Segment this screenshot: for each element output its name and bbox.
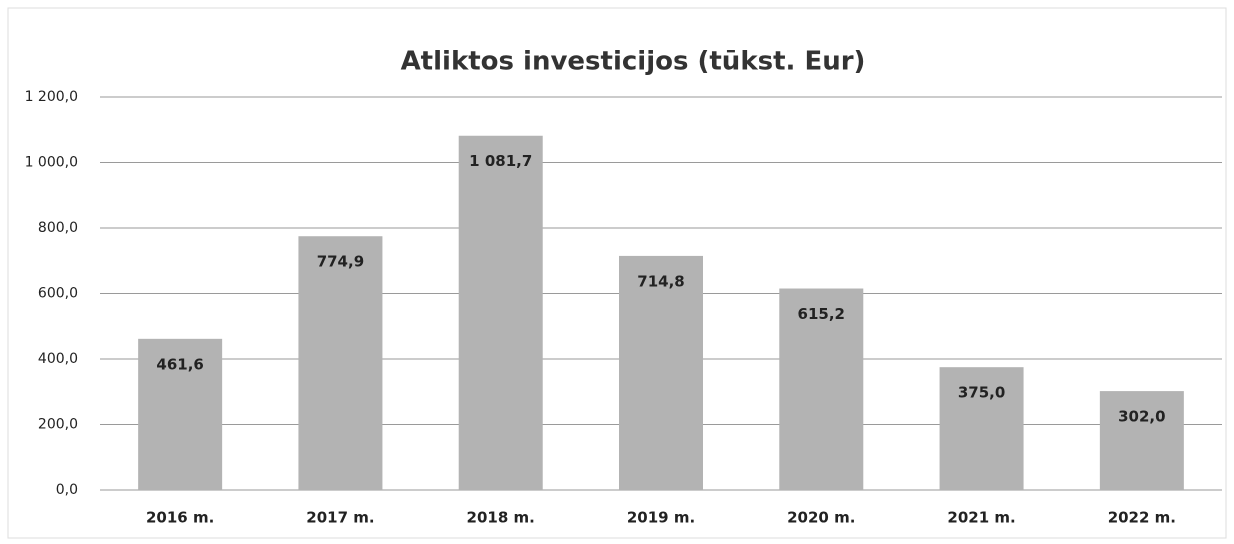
value-label: 615,2 [798,305,845,323]
x-tick-label: 2020 m. [787,509,855,527]
bar [779,288,864,490]
bar [619,255,703,490]
bar [939,367,1024,490]
x-tick-label: 2018 m. [467,509,535,527]
bar [138,338,223,490]
bar [1099,391,1184,490]
bar [458,135,543,490]
y-tick-label: 400,0 [38,351,78,367]
x-tick-label: 2017 m. [306,509,374,527]
y-tick-label: 800,0 [38,220,78,236]
x-tick-label: 2021 m. [947,509,1015,527]
chart-frame [7,7,1227,539]
value-label: 774,9 [317,253,364,271]
y-tick-label: 0,0 [56,482,78,498]
value-label: 714,8 [637,272,684,290]
y-tick-label: 600,0 [38,286,78,302]
x-tick-label: 2019 m. [627,509,695,527]
value-label: 302,0 [1118,408,1165,426]
y-tick-label: 1 000,0 [25,155,78,171]
bar [298,236,383,490]
x-tick-label: 2022 m. [1108,509,1176,527]
chart-title: Atliktos investicijos (tūkst. Eur) [401,47,866,77]
value-label: 375,0 [958,384,1005,402]
value-label: 461,6 [156,355,203,373]
value-label: 1 081,7 [469,152,532,170]
y-tick-label: 1 200,0 [25,89,78,105]
x-tick-label: 2016 m. [146,509,214,527]
y-tick-label: 200,0 [38,417,78,433]
